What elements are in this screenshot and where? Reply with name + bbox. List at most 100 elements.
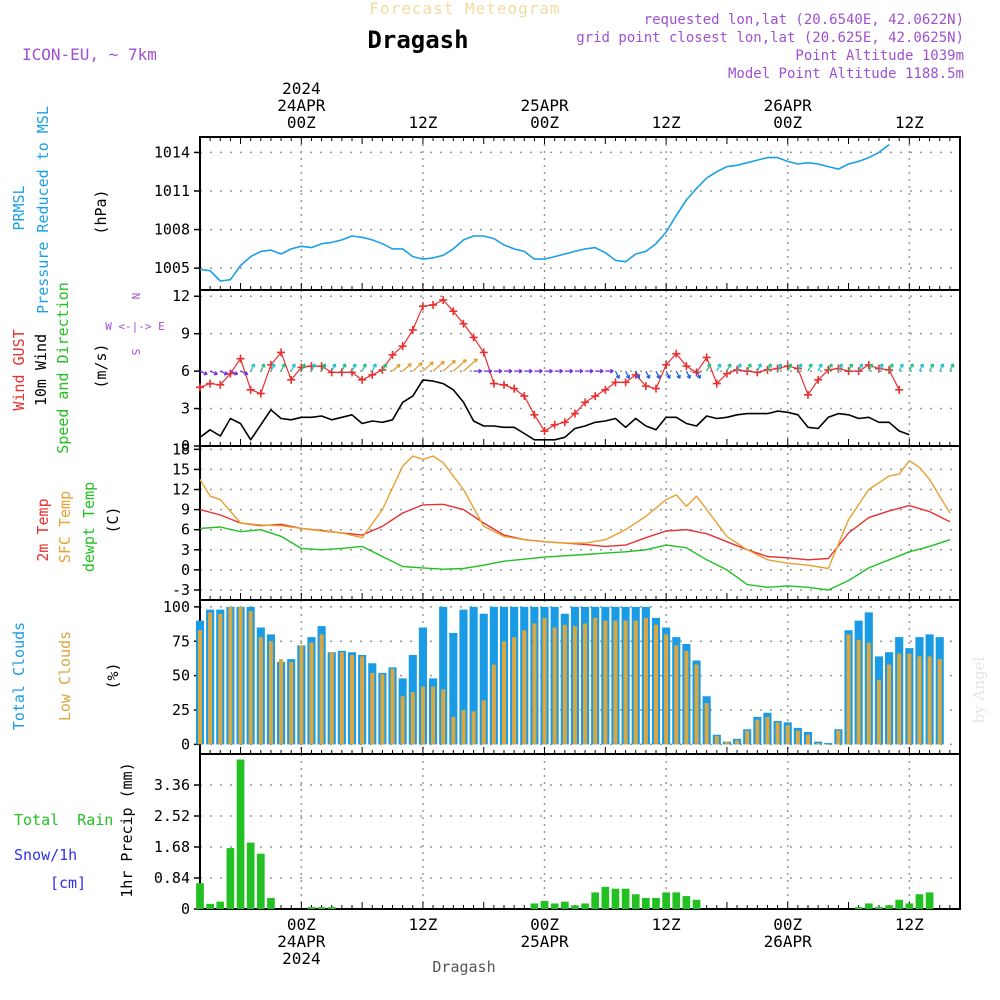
wind-arrow-head [818, 363, 823, 368]
cm-label: [cm] [50, 874, 86, 892]
low-cloud-bar [572, 626, 577, 745]
wind-arrow [695, 370, 701, 379]
compass-we: W <-|-> E [105, 320, 165, 333]
time-label: 00Z [287, 113, 316, 132]
low-cloud-bar [704, 703, 709, 745]
wind-arrow [361, 363, 367, 372]
wind-arrow-head [311, 363, 316, 368]
total-cloud-bar [469, 606, 478, 745]
wind-arrow-head [518, 368, 523, 374]
wind-arrow-head [909, 363, 914, 368]
gust-marker [895, 385, 904, 394]
gust-marker [246, 385, 255, 394]
rain-bar [236, 759, 245, 909]
low-cloud-bar [836, 730, 841, 745]
rain-bar [256, 853, 265, 909]
rain-bar [925, 892, 934, 909]
rain-bar [317, 907, 326, 909]
temp-dewpt-label: dewpt Temp [80, 482, 98, 572]
wind-arrow [777, 363, 782, 372]
low-cloud-bar [258, 637, 263, 745]
low-cloud-bar [907, 653, 912, 745]
total-clouds-label: Total Clouds [10, 622, 28, 730]
low-cloud-bar [816, 743, 821, 745]
gust-marker [753, 368, 762, 377]
low-cloud-bar [664, 634, 669, 745]
wind-arrow-head [213, 371, 218, 376]
wind-arrow-head [281, 363, 286, 368]
time-label: 00Z [530, 915, 559, 934]
time-label: 00Z [530, 113, 559, 132]
total-cloud-bar [449, 633, 458, 745]
wind-arrow [918, 363, 924, 372]
low-cloud-bar [238, 606, 243, 745]
wind-arrow [300, 363, 306, 372]
wind-arrow [827, 363, 833, 372]
wind-arrow-head [676, 374, 681, 379]
wind-arrow-head [301, 363, 306, 368]
rain-bar [885, 905, 893, 909]
gust-marker [621, 378, 630, 387]
wind-arrow-head [508, 368, 513, 374]
rain-bar [307, 907, 316, 909]
wind-arrow [898, 363, 904, 372]
wind-arrow-head [569, 368, 574, 374]
wind-arrow [746, 363, 752, 372]
y-tick-label: 1011 [154, 182, 190, 200]
y-tick-label: 18 [172, 440, 190, 458]
wind-arrow-head [929, 363, 935, 368]
wind-arrow [797, 363, 803, 372]
pressure-line [199, 144, 890, 282]
prmsl-label: PRMSL [10, 185, 28, 230]
wind-arrow-head [625, 374, 631, 379]
panel-frame [199, 753, 961, 910]
time-label: 12Z [895, 915, 924, 934]
gust-marker [611, 378, 620, 387]
time-label: 12Z [652, 915, 681, 934]
rain-bar [206, 903, 214, 909]
time-label: 2024 [282, 949, 321, 968]
wind-arrow [341, 363, 347, 372]
gust-marker [429, 300, 438, 309]
wind-arrow-head [271, 363, 276, 368]
time-label: 00Z [773, 113, 802, 132]
low-cloud-bar [289, 661, 294, 745]
low-cloud-bar [633, 620, 638, 745]
low-cloud-bar [653, 624, 659, 745]
rain-bar [692, 899, 701, 909]
gust-marker [672, 349, 681, 358]
time-label: 25APR [520, 932, 569, 951]
wind-arrow-head [717, 363, 722, 368]
rain-bar [682, 896, 691, 909]
y-tick-label: 1.68 [154, 838, 190, 856]
wind-arrow-head [559, 368, 564, 374]
wind-arrow [756, 363, 762, 372]
gust-marker [277, 348, 286, 357]
y-tick-label: 0.84 [154, 869, 190, 887]
low-cloud-bar [522, 630, 527, 745]
y-tick-label: 50 [172, 667, 190, 685]
low-cloud-bar [542, 617, 547, 745]
gust-marker [652, 384, 660, 393]
y-tick-label: 2.52 [154, 807, 190, 825]
time-label: 24APR [277, 96, 326, 115]
wind-arrow-head [899, 363, 904, 368]
gust-marker [520, 392, 529, 401]
gust-marker [469, 333, 478, 342]
wind-arrow [655, 370, 661, 379]
low-cloud-bar [431, 686, 436, 745]
gust-marker [662, 360, 671, 369]
wind-arrow [250, 363, 255, 372]
location-title: Dragash [367, 26, 468, 54]
y-tick-label: 0 [181, 735, 190, 753]
gust-marker [236, 354, 245, 363]
low-clouds-label: Low Clouds [56, 631, 74, 721]
y-tick-label: 75 [172, 632, 190, 650]
wind-arrow [939, 363, 944, 372]
rain-bar [560, 901, 569, 909]
rain-bar [226, 848, 235, 909]
y-tick-label: 0 [181, 900, 190, 918]
panel-frame [199, 289, 961, 447]
